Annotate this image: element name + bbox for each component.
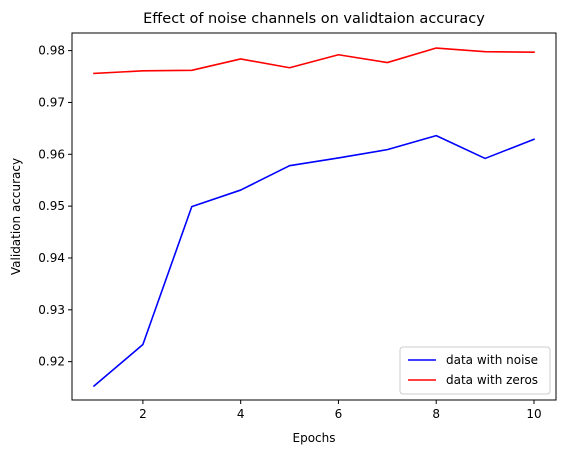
y-tick-label: 0.95	[38, 199, 65, 213]
series-line-0	[92, 134, 536, 388]
y-tick-label: 0.94	[38, 251, 65, 265]
x-tick-label: 10	[526, 407, 541, 421]
y-tick-label: 0.93	[38, 303, 65, 317]
y-axis-label: Validation accuracy	[9, 158, 23, 275]
x-tick-label: 2	[139, 407, 147, 421]
plot-frame	[71, 32, 557, 401]
x-axis: 2 4 6 8 10	[139, 400, 542, 421]
legend-label: data with noise	[446, 353, 538, 367]
x-axis-label: Epochs	[293, 431, 336, 445]
plot-area	[92, 47, 536, 388]
y-tick-label: 0.92	[38, 355, 65, 369]
y-tick-label: 0.98	[38, 44, 65, 58]
x-tick-label: 4	[237, 407, 245, 421]
legend-label: data with zeros	[446, 373, 538, 387]
series-line-1	[93, 47, 535, 75]
legend: data with noise data with zeros	[399, 346, 551, 395]
x-tick-label: 6	[335, 407, 343, 421]
chart-title: Effect of noise channels on validtaion a…	[143, 11, 485, 27]
x-tick-label: 8	[432, 407, 440, 421]
y-tick-label: 0.97	[38, 95, 65, 109]
legend-box	[399, 346, 551, 395]
y-tick-label: 0.96	[38, 147, 65, 161]
y-axis: 0.92 0.93 0.94 0.95 0.96 0.97 0.98	[38, 44, 72, 369]
